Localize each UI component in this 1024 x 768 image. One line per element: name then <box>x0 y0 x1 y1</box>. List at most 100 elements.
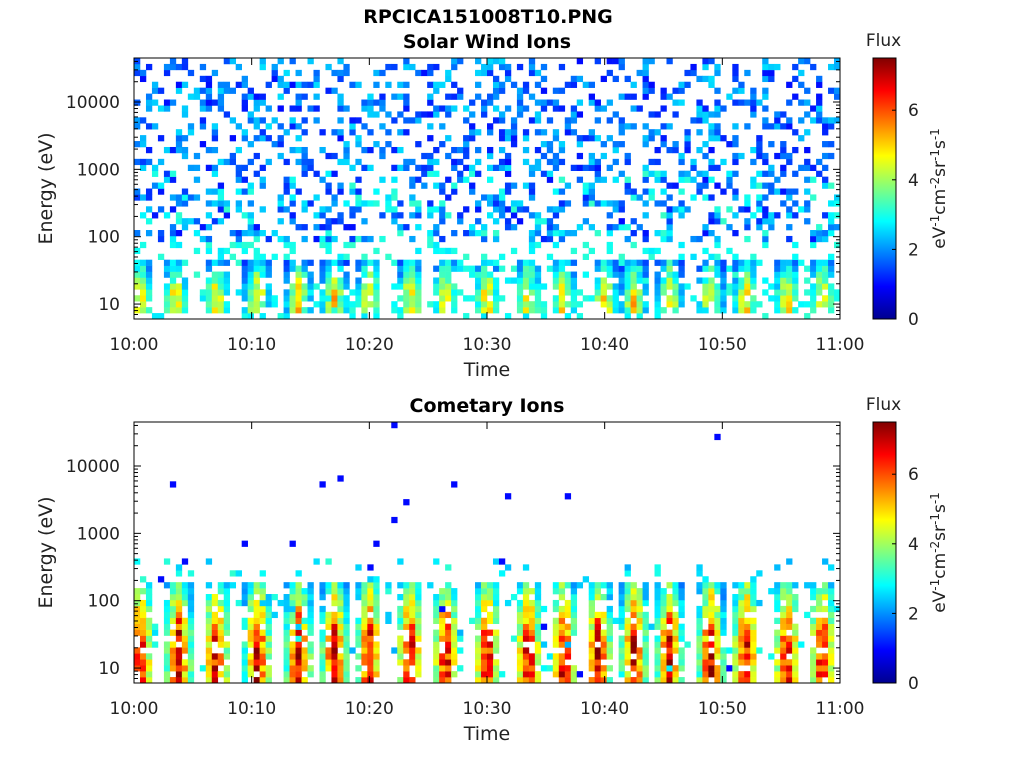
heatmap-cell <box>618 289 625 296</box>
heatmap-cell <box>756 141 763 148</box>
heatmap-cell <box>744 259 751 266</box>
heatmap-cell <box>726 247 733 255</box>
heatmap-cell <box>810 235 817 243</box>
heatmap-cell <box>175 677 183 684</box>
heatmap-cell <box>744 582 751 589</box>
heatmap-cell <box>732 301 739 308</box>
heatmap-cell <box>229 253 237 260</box>
heatmap-cell <box>630 277 637 284</box>
heatmap-cell <box>241 659 248 666</box>
heatmap-cell <box>223 271 231 278</box>
heatmap-cell <box>780 111 787 118</box>
heatmap-cell <box>594 594 601 601</box>
heatmap-cell <box>187 623 195 630</box>
heatmap-cell <box>325 206 332 213</box>
heatmap-cell <box>415 289 422 296</box>
heatmap-cell <box>780 283 787 290</box>
heatmap-cell <box>732 635 739 642</box>
heatmap-cell <box>792 599 799 607</box>
heatmap-cell <box>205 558 213 565</box>
heatmap-cell <box>516 283 524 290</box>
heatmap-cell <box>361 594 368 601</box>
heatmap-cell <box>445 247 452 255</box>
heatmap-cell <box>283 313 290 320</box>
heatmap-cell <box>738 99 745 106</box>
heatmap-cell <box>337 611 344 619</box>
heatmap-cell <box>361 617 368 624</box>
heatmap-cell <box>301 235 308 243</box>
heatmap-cell <box>427 230 434 237</box>
heatmap-cell <box>145 617 153 624</box>
heatmap-cell <box>139 141 147 148</box>
heatmap-cell <box>427 152 434 160</box>
heatmap-cell <box>492 235 500 243</box>
heatmap-cell <box>337 307 344 314</box>
heatmap-cell <box>337 188 344 195</box>
heatmap-cell <box>187 671 195 678</box>
heatmap-cell <box>582 218 590 225</box>
heatmap-cell <box>744 635 751 642</box>
heatmap-cell <box>522 206 530 213</box>
heatmap-cell <box>774 289 781 296</box>
heatmap-cell <box>744 271 751 278</box>
heatmap-cell <box>714 259 721 266</box>
heatmap-cell <box>774 605 781 613</box>
y-tick-label: 1000 <box>77 160 120 180</box>
x-tick-label: 10:20 <box>345 699 394 719</box>
heatmap-cell <box>810 289 817 296</box>
heatmap-cell <box>223 58 231 65</box>
heatmap-cell <box>271 230 278 237</box>
heatmap-cell <box>163 307 171 314</box>
heatmap-cell <box>139 665 147 672</box>
heatmap-cell <box>786 152 793 160</box>
heatmap-cell <box>223 158 231 166</box>
heatmap-cell <box>151 313 159 320</box>
heatmap-cell <box>259 641 266 648</box>
heatmap-cell <box>810 117 817 124</box>
heatmap-cell <box>618 605 625 613</box>
heatmap-cell <box>492 200 500 207</box>
heatmap-cell <box>409 599 416 607</box>
heatmap-cell <box>307 647 314 654</box>
heatmap-cell <box>169 146 177 154</box>
heatmap-cell <box>522 301 530 308</box>
heatmap-cell <box>570 677 578 684</box>
heatmap-cell <box>666 635 673 642</box>
heatmap-cell <box>397 677 404 684</box>
heatmap-cell <box>498 63 506 71</box>
heatmap-cell <box>678 253 685 260</box>
heatmap-cell <box>750 671 757 678</box>
heatmap-cell <box>134 247 141 255</box>
heatmap-cell <box>828 594 835 601</box>
heatmap-cell <box>810 605 817 613</box>
heatmap-cell <box>169 194 177 201</box>
heatmap-cell <box>828 665 835 672</box>
heatmap-cell <box>253 653 260 660</box>
heatmap-cell <box>134 277 141 284</box>
heatmap-cell <box>642 289 649 296</box>
heatmap-cell <box>397 605 404 613</box>
y-tick-label: 1000 <box>77 524 120 544</box>
heatmap-cell <box>624 283 631 290</box>
heatmap-cell <box>259 582 266 589</box>
heatmap-cell <box>672 611 679 619</box>
heatmap-cell <box>409 653 416 660</box>
heatmap-cell <box>217 158 225 166</box>
heatmap-cell <box>331 277 338 284</box>
heatmap-cell <box>510 182 518 189</box>
heatmap-cell <box>774 677 781 684</box>
heatmap-cell <box>241 588 248 595</box>
heatmap-cell <box>145 623 153 630</box>
heatmap-cell <box>433 671 440 678</box>
heatmap-cell <box>828 289 835 296</box>
heatmap-cell <box>475 647 482 654</box>
heatmap-cell <box>804 188 811 195</box>
heatmap-cell <box>475 277 482 284</box>
heatmap-cell <box>283 277 290 284</box>
heatmap-cell <box>660 135 667 142</box>
heatmap-cell <box>762 313 769 320</box>
heatmap-cell <box>295 677 302 684</box>
heatmap-cell <box>361 265 368 272</box>
heatmap-cell <box>457 635 464 642</box>
heatmap-cell <box>289 212 296 219</box>
